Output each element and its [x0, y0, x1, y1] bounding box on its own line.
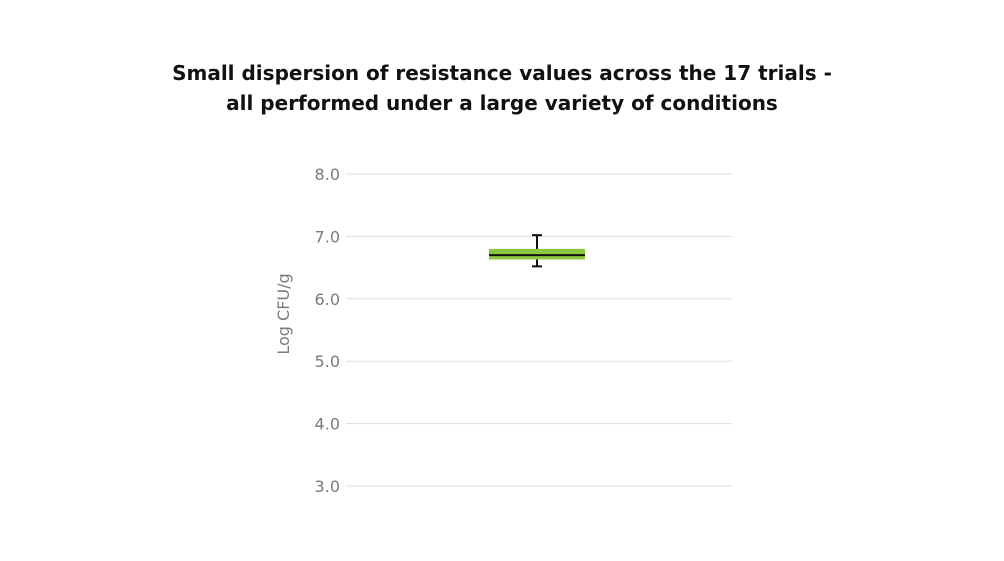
chart-title-line-1: Small dispersion of resistance values ac… — [172, 61, 832, 85]
y-tick-label: 7.0 — [315, 227, 340, 246]
y-tick-label: 5.0 — [315, 352, 340, 371]
y-tick-labels: 8.0 7.0 6.0 5.0 4.0 3.0 — [315, 165, 340, 496]
y-tick-label: 8.0 — [315, 165, 340, 184]
chart-title-line-2: all performed under a large variety of c… — [226, 91, 778, 115]
y-tick-label: 6.0 — [315, 290, 340, 309]
y-axis-label: Log CFU/g — [274, 273, 293, 354]
chart-title: Small dispersion of resistance values ac… — [0, 58, 1004, 118]
y-tick-label: 3.0 — [315, 477, 340, 496]
gridlines — [346, 173, 732, 487]
box-element — [489, 234, 585, 268]
y-tick-label: 4.0 — [315, 415, 340, 434]
